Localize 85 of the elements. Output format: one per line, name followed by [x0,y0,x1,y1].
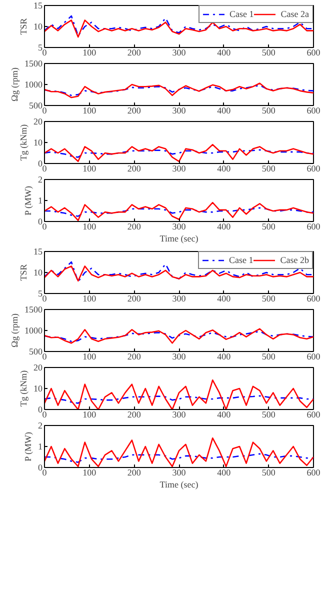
y-tick-label: 20 [34,116,43,126]
y-tick-label: 1500 [24,304,43,314]
y-axis-title: Ωg (rpm) [10,314,20,348]
x-tick-label: 100 [82,352,97,362]
y-tick-label: 15 [34,0,43,10]
x-tick-label: 300 [172,106,186,116]
x-tick-label: 400 [217,164,232,174]
x-axis-title: Time (sec) [160,480,198,490]
x-tick-label: 200 [127,222,142,232]
y-tick-label: 10 [34,384,43,394]
y-tick-label: 1500 [24,58,43,68]
x-tick-label: 100 [82,222,97,232]
x-tick-label: 100 [82,468,97,478]
x-tick-label: 400 [217,48,232,58]
y-tick-label: 2 [38,174,42,184]
x-tick-label: 300 [172,352,186,362]
legend-label: Case 2a [280,9,309,19]
line-series [44,207,314,217]
x-tick-label: 500 [262,468,276,478]
legend-label: Case 2b [280,255,309,265]
x-tick-label: 600 [306,410,321,420]
y-axis-title: Ωg (rpm) [10,68,20,102]
x-tick-label: 200 [127,164,142,174]
y-tick-label: 1 [38,196,42,206]
line-series [44,149,314,158]
x-tick-label: 600 [306,352,321,362]
x-tick-label: 500 [262,106,276,116]
x-tick-label: 400 [217,106,232,116]
x-tick-label: 600 [306,294,321,304]
x-tick-label: 500 [262,164,276,174]
y-tick-label: 2 [38,420,42,430]
x-tick-label: 500 [262,222,276,232]
x-tick-label: 300 [172,222,186,232]
x-tick-label: 300 [172,294,186,304]
x-tick-label: 500 [262,410,276,420]
x-tick-label: 200 [127,106,142,116]
y-axis-title: P (MW) [23,186,33,216]
x-tick-label: 200 [127,468,142,478]
x-tick-label: 300 [172,410,186,420]
y-axis-title: TSR [18,264,28,281]
x-tick-label: 400 [217,410,232,420]
x-tick-label: 600 [306,106,321,116]
x-tick-label: 600 [306,222,321,232]
legend-label: Case 1 [229,255,254,265]
y-tick-label: 10 [34,22,43,32]
x-tick-label: 100 [82,48,97,58]
x-tick-label: 500 [262,294,276,304]
line-series [44,266,314,282]
x-tick-label: 400 [217,352,232,362]
x-tick-label: 100 [82,410,97,420]
x-tick-label: 200 [127,48,142,58]
y-tick-label: 1000 [24,80,43,90]
y-axis-title: P (MW) [23,432,33,462]
x-tick-label: 300 [172,164,186,174]
y-tick-label: 1 [38,442,42,452]
y-tick-label: 10 [34,268,43,278]
y-tick-label: 20 [34,362,43,372]
x-tick-label: 600 [306,164,321,174]
x-tick-label: 500 [262,48,276,58]
x-tick-label: 100 [82,106,97,116]
y-axis-title: TSR [18,18,28,35]
x-tick-label: 300 [172,48,186,58]
x-tick-label: 100 [82,164,97,174]
y-axis-title: Tg (kNm) [18,124,28,161]
y-axis-title: Tg (kNm) [18,370,28,407]
line-series [44,395,314,404]
x-tick-label: 600 [306,48,321,58]
x-tick-label: 600 [306,468,321,478]
x-tick-label: 200 [127,410,142,420]
x-tick-label: 200 [127,352,142,362]
x-axis-title: Time (sec) [160,234,198,244]
y-tick-label: 10 [34,138,43,148]
y-tick-label: 15 [34,246,43,256]
x-tick-label: 500 [262,352,276,362]
x-tick-label: 400 [217,294,232,304]
y-tick-label: 5 [38,42,43,52]
y-tick-label: 5 [38,288,43,298]
x-tick-label: 100 [82,294,97,304]
y-tick-label: 1000 [24,326,43,336]
legend-label: Case 1 [230,9,254,19]
x-tick-label: 300 [172,468,186,478]
x-tick-label: 400 [217,468,232,478]
line-series [44,20,314,38]
x-tick-label: 400 [217,222,232,232]
x-tick-label: 200 [127,294,142,304]
